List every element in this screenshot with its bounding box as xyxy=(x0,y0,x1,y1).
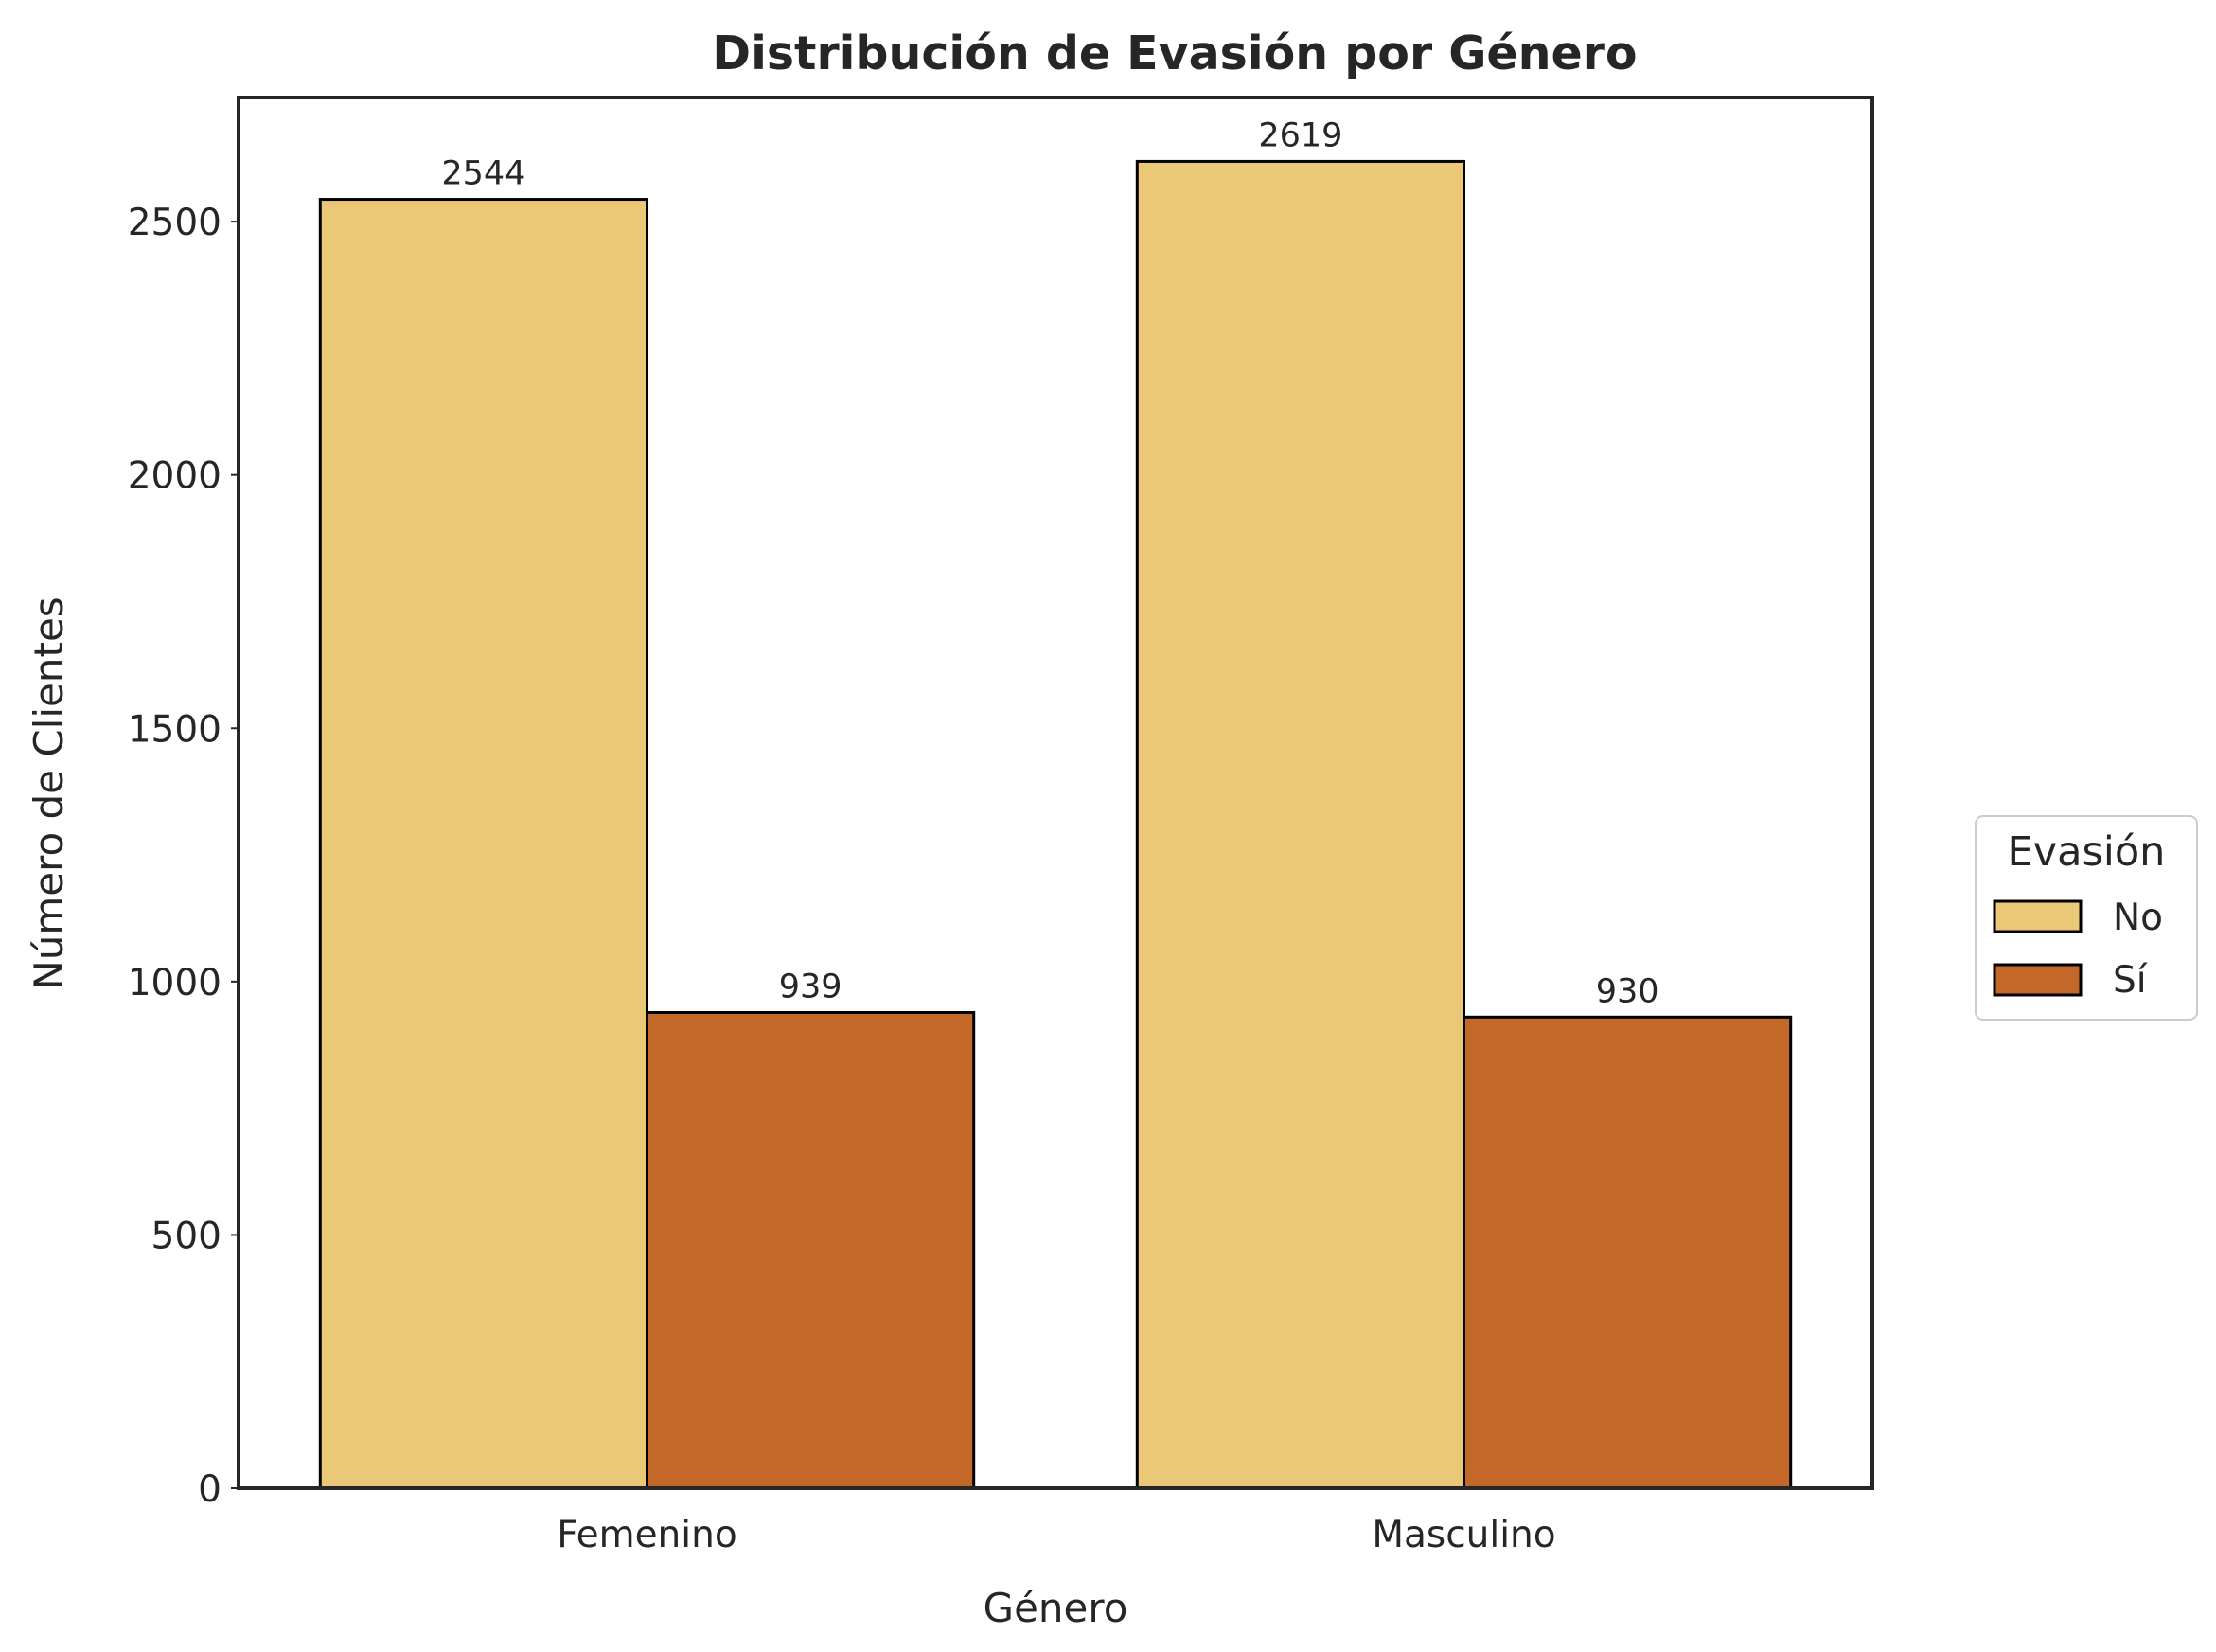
legend-title: Evasión xyxy=(2008,828,2166,876)
x-axis-label: Género xyxy=(984,1585,1128,1631)
y-tick-label: 500 xyxy=(151,1215,222,1257)
bar-femenino-1 xyxy=(646,1010,976,1490)
x-tick-label: Femenino xyxy=(557,1514,736,1556)
y-tick-label: 1500 xyxy=(128,708,222,751)
bar-masculino-1 xyxy=(1463,1015,1793,1490)
data-label: 2544 xyxy=(441,155,525,193)
legend-label-no: No xyxy=(2113,897,2163,939)
legend: Evasión No Sí xyxy=(1975,815,2198,1021)
y-tick-label: 2000 xyxy=(128,455,222,498)
bar-femenino-0 xyxy=(318,198,648,1490)
y-tick-label: 0 xyxy=(198,1468,222,1511)
data-label: 930 xyxy=(1596,972,1659,1010)
legend-swatch-no xyxy=(1993,899,2083,933)
data-label: 2619 xyxy=(1258,116,1342,154)
bar-masculino-0 xyxy=(1135,159,1466,1490)
plot-frame xyxy=(237,96,1874,1490)
data-label: 939 xyxy=(779,968,842,1005)
chart-title: Distribución de Evasión por Género xyxy=(712,27,1637,80)
y-tick-label: 1000 xyxy=(128,962,222,1004)
plot-area: 0 500 1000 1500 2000 2500 2544 939 Femenino 2619 9… xyxy=(128,116,1793,1556)
x-tick-label: Masculino xyxy=(1372,1514,1555,1556)
y-tick-label: 2500 xyxy=(128,202,222,244)
legend-swatch-si xyxy=(1993,963,2083,997)
y-axis-label: Número de Clientes xyxy=(26,596,72,989)
legend-label-si: Sí xyxy=(2113,959,2148,1002)
